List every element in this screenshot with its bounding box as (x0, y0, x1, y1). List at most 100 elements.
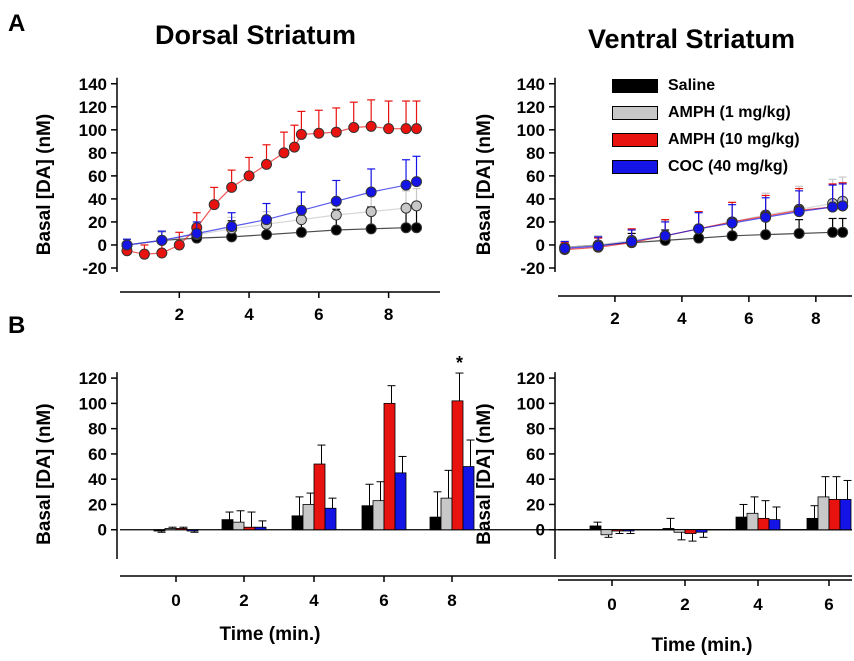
legend: Saline AMPH (1 mg/kg) AMPH (10 mg/kg) CO… (612, 72, 800, 180)
ventral-bars-y-axis-label: Basal [DA] (nM) (474, 403, 495, 544)
ventral-bars-amph-10-mg-kg-bar (611, 529, 624, 532)
dorsal-timecourse-amph-10-mg-kg-point (348, 122, 360, 134)
dorsal-timecourse-coc-40-mg-kg-point (156, 234, 168, 246)
ventral-timecourse-coc-40-mg-kg-point (760, 211, 772, 223)
dorsal-bars-amph-1-mg-kg-bar (440, 497, 453, 531)
ventral-timecourse-y-tick-label: 120 (517, 98, 545, 117)
legend-label-amph-10: AMPH (10 mg/kg) (668, 130, 800, 148)
ventral-bars-y-tick-label: 80 (526, 420, 545, 439)
dorsal-timecourse-amph-10-mg-kg-point (156, 247, 168, 259)
dorsal-timecourse-y-tick-label: 100 (79, 121, 107, 140)
dorsal-bars-y-tick-label: 100 (79, 394, 107, 413)
ventral-bars-amph-10-mg-kg-bar (757, 517, 770, 531)
dorsal-timecourse-amph-10-mg-kg-point (173, 239, 185, 251)
legend-label-amph-1: AMPH (1 mg/kg) (668, 103, 791, 121)
dorsal-timecourse-amph-10-mg-kg-point (208, 199, 220, 211)
dorsal-timecourse-amph-10-mg-kg-point (383, 123, 395, 135)
dorsal-timecourse-saline-point (330, 224, 342, 236)
dorsal-bars-x-tick-label: 0 (171, 591, 180, 610)
dorsal-timecourse-saline-point (400, 222, 412, 234)
dorsal-timecourse-amph-10-mg-kg-point (138, 248, 150, 260)
ventral-timecourse-y-tick-label: 60 (526, 167, 545, 186)
panel-letter-b: B (8, 312, 26, 339)
ventral-bars-amph-1-mg-kg-bar (817, 496, 830, 531)
legend-item-amph-10: AMPH (10 mg/kg) (612, 126, 800, 153)
dorsal-timecourse-y-axis-label: Basal [DA] (nM) (34, 114, 55, 255)
ventral-timecourse-x-tick-label: 8 (811, 309, 820, 328)
ventral-timecourse-coc-40-mg-kg-point (626, 236, 638, 248)
dorsal-timecourse-y-tick-label: 140 (79, 75, 107, 94)
ventral-timecourse-y-tick-label: 0 (536, 236, 545, 255)
dorsal-timecourse-amph-1-mg-kg-point (330, 209, 342, 221)
dorsal-bars-coc-40-mg-kg-bar (324, 507, 337, 531)
ventral-bars-coc-40-mg-kg-bar (622, 529, 635, 532)
ventral-bars-y-tick-label: 40 (526, 470, 545, 489)
ventral-timecourse-saline-point (760, 229, 772, 241)
legend-label-saline: Saline (668, 76, 716, 94)
legend-swatch-amph-10 (612, 132, 658, 147)
ventral-timecourse-saline-point (837, 226, 849, 238)
dorsal-bars-x-tick-label: 8 (447, 591, 456, 610)
dorsal-bars-coc-40-mg-kg-bar (462, 466, 475, 531)
dorsal-timecourse-coc-40-mg-kg-point (261, 214, 273, 226)
dorsal-timecourse-x-tick-label: 8 (384, 305, 393, 324)
ventral-timecourse-coc-40-mg-kg-point (659, 230, 671, 242)
ventral-bars-coc-40-mg-kg-bar (839, 499, 852, 531)
ventral-timecourse-x-tick-label: 4 (677, 309, 687, 328)
ventral-timecourse-saline-point (793, 227, 805, 239)
ventral-bars-saline-bar (735, 516, 748, 531)
dorsal-title: Dorsal Striatum (155, 20, 357, 50)
dorsal-bars-coc-40-mg-kg-bar (186, 529, 199, 532)
ventral-bars-saline-bar (806, 517, 819, 531)
ventral-timecourse-coc-40-mg-kg-point (559, 242, 571, 254)
dorsal-bars-saline-bar (429, 516, 442, 531)
dorsal-timecourse-y-tick-label: 60 (88, 167, 107, 186)
dorsal-bars-x-axis-label: Time (min.) (220, 624, 321, 645)
dorsal-bars-significance-marker: * (456, 353, 463, 373)
ventral-timecourse-y-tick-label: 140 (517, 75, 545, 94)
dorsal-timecourse-coc-40-mg-kg-point (330, 195, 342, 207)
ventral-timecourse-coc-40-mg-kg-point (726, 217, 738, 229)
ventral-bars-x-tick-label: 2 (680, 595, 689, 614)
dorsal-timecourse-amph-10-mg-kg-point (243, 170, 255, 182)
panel-letter-a: A (8, 10, 26, 37)
dorsal-timecourse-x-tick-label: 2 (175, 305, 184, 324)
ventral-bars-saline-bar (662, 528, 675, 531)
dorsal-timecourse-amph-1-mg-kg-point (295, 214, 307, 226)
dorsal-timecourse-amph-10-mg-kg-point (261, 158, 273, 170)
ventral-timecourse-x-tick-label: 6 (744, 309, 753, 328)
ventral-timecourse-y-tick-label: -20 (520, 259, 545, 278)
ventral-timecourse-saline-point (693, 232, 705, 244)
dorsal-timecourse-coc-40-mg-kg-point (295, 204, 307, 216)
ventral-bars-y-tick-label: 100 (517, 394, 545, 413)
ventral-bars-y-tick-label: 60 (526, 445, 545, 464)
ventral-bars-amph-10-mg-kg-bar (828, 499, 841, 531)
dorsal-bars-y-tick-label: 80 (88, 420, 107, 439)
dorsal-timecourse-y-tick-label: 120 (79, 98, 107, 117)
ventral-bars-amph-1-mg-kg-bar (673, 529, 686, 533)
dorsal-bars-y-tick-label: 0 (98, 521, 107, 540)
ventral-timecourse-y-tick-label: 100 (517, 121, 545, 140)
dorsal-timecourse-amph-1-mg-kg-point (400, 202, 412, 214)
ventral-timecourse-coc-40-mg-kg-point (827, 201, 839, 213)
dorsal-timecourse-amph-10-mg-kg-point (313, 127, 325, 139)
ventral-bars-x-tick-label: 0 (607, 595, 616, 614)
dorsal-timecourse-amph-10-mg-kg-point (365, 120, 377, 132)
dorsal-timecourse-saline-point (261, 229, 273, 241)
ventral-bars-x-axis-label: Time (min.) (652, 635, 753, 656)
dorsal-bars-amph-1-mg-kg-bar (232, 521, 245, 531)
dorsal-bars-y-tick-label: 120 (79, 369, 107, 388)
ventral-bars-coc-40-mg-kg-bar (768, 519, 781, 531)
dorsal-bars-x-tick-label: 6 (379, 591, 388, 610)
ventral-bars-amph-10-mg-kg-bar (684, 529, 697, 534)
dorsal-bars-amph-10-mg-kg-bar (383, 402, 396, 531)
dorsal-timecourse-y-tick-label: 20 (88, 213, 107, 232)
dorsal-bars-coc-40-mg-kg-bar (394, 472, 407, 531)
dorsal-timecourse-saline-point (411, 222, 423, 234)
dorsal-timecourse-coc-40-mg-kg-line (126, 181, 417, 246)
dorsal-timecourse-amph-10-mg-kg-point (411, 123, 423, 135)
dorsal-bars-x-tick-label: 4 (309, 591, 319, 610)
legend-item-coc-40: COC (40 mg/kg) (612, 153, 800, 180)
dorsal-timecourse-amph-10-mg-kg-point (288, 141, 300, 153)
